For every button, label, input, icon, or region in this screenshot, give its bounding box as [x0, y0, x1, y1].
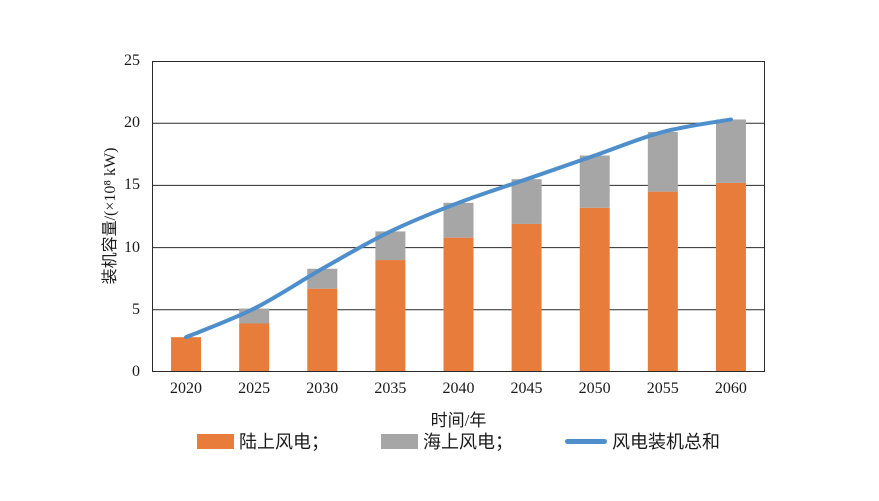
bar-segment-onshore-2020: [171, 337, 202, 372]
bar-segment-offshore-2055: [647, 131, 678, 192]
y-tick-label: 0: [132, 363, 140, 380]
x-tick-label: 2030: [306, 380, 339, 397]
bar-segment-offshore-2030: [307, 268, 338, 289]
legend-label: 风电装机总和: [612, 432, 720, 452]
plot-area: [152, 61, 765, 372]
x-axis-title: 时间/年: [430, 411, 487, 430]
bar-segment-offshore-2060: [715, 119, 746, 183]
x-tick-label: 2020: [170, 380, 202, 397]
bar-segment-onshore-2060: [715, 182, 746, 372]
bar-segment-onshore-2035: [375, 260, 406, 372]
legend-item: 陆上风电；: [197, 428, 329, 454]
x-tick-label: 2035: [374, 380, 407, 397]
chart-legend: 陆上风电； 海上风电； 风电装机总和: [152, 428, 765, 454]
y-tick-label: 15: [124, 176, 140, 194]
legend-item: 风电装机总和: [565, 428, 720, 454]
bar-segment-onshore-2045: [511, 223, 542, 372]
y-tick-label: 10: [124, 238, 140, 256]
bar-segment-onshore-2055: [647, 191, 678, 372]
x-tick-label: 2050: [578, 380, 611, 397]
y-tick-label: 20: [124, 114, 140, 132]
total-line: [184, 117, 733, 340]
bar-segment-offshore-2045: [511, 179, 542, 224]
legend-item: 海上风电；: [381, 428, 513, 454]
bar-segment-offshore-2025: [239, 308, 270, 324]
bar-segment-onshore-2030: [307, 288, 338, 372]
legend-label: 陆上风电；: [239, 432, 329, 452]
legend-bar-swatch: [197, 433, 234, 449]
x-tick-label: 2040: [442, 380, 475, 397]
chart-canvas: [152, 61, 765, 372]
y-tick-label: 5: [132, 300, 140, 318]
y-axis-title: 装机容量/(×10⁸ kW): [102, 147, 119, 285]
legend-label: 海上风电；: [423, 432, 513, 452]
bar-segment-onshore-2040: [443, 237, 474, 372]
plot-border: [152, 61, 765, 372]
x-tick-label: 2055: [646, 380, 679, 397]
bar-segment-onshore-2050: [579, 207, 610, 372]
legend-line-swatch: [565, 438, 607, 444]
bar-segment-onshore-2025: [239, 323, 270, 372]
x-tick-label: 2045: [510, 380, 543, 397]
x-tick-label: 2025: [238, 380, 271, 397]
y-tick-label: 25: [124, 52, 140, 69]
bar-segment-offshore-2050: [579, 155, 610, 208]
legend-bar-swatch: [381, 433, 418, 449]
x-tick-label: 2060: [714, 380, 747, 397]
